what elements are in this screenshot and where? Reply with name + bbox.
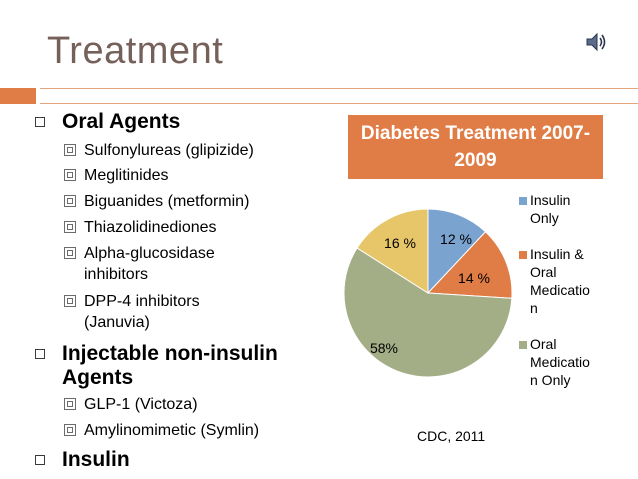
slice-data-label: 16 % [384,235,416,251]
title-rule [40,88,638,104]
slice-data-label: 58% [370,340,398,356]
pie-slice [426,231,513,299]
legend-label: n Only [530,372,570,388]
sub-bullet-icon [64,247,76,259]
legend-label: Medicatio [530,354,590,370]
bullet-injectable: Injectable non-insulin Agents [35,342,312,390]
legend-label: Insulin & [530,246,584,262]
sub-bullet-icon [64,424,76,436]
sub-bullet-item: Meglitinides [64,165,314,186]
slide-title: Treatment [47,30,224,72]
chart-title: Diabetes Treatment 2007-2009 [348,115,603,179]
sub-bullet-icon [64,195,76,207]
legend-label: Insulin [530,192,570,208]
legend-swatch [519,197,527,205]
bullet-list: Oral Agents Sulfonylureas (glipizide) Me… [35,110,314,472]
pie-slice [343,247,513,378]
slice-data-label: 12 % [440,231,472,247]
legend-swatch [519,341,527,349]
square-bullet-icon [35,117,45,127]
sub-bullet-item: Amylinomimetic (Symlin) [64,420,314,441]
sub-bullet-icon [64,398,76,410]
square-bullet-icon [35,455,45,465]
slice-data-label: 14 % [458,270,490,286]
sub-bullet-icon [64,221,76,233]
legend-label: Only [530,210,559,226]
sub-bullet-icon [64,169,76,181]
sub-bullet-icon [64,295,76,307]
bullet-insulin: Insulin [35,448,130,472]
legend-label: Oral [530,336,556,352]
sub-bullet-item: Biguanides (metformin) [64,191,314,212]
pie-slice [356,208,429,294]
title-accent-bar [0,88,36,104]
sub-bullet-icon [64,144,76,156]
sub-bullet-item: Sulfonylureas (glipizide) [64,140,314,161]
chart-source: CDC, 2011 [417,428,486,444]
sub-bullet-item: GLP-1 (Victoza) [64,394,314,415]
legend-label: Medicatio [530,282,590,298]
pie-slice [427,208,487,295]
pie-chart: 12 % 14 % 58% 16 % Insulin Only Insulin & Oral… [343,192,590,388]
legend-label: n [530,300,538,316]
bullet-oral-agents: Oral Agents [35,110,180,134]
sub-bullet-item: DPP-4 inhibitors (Januvia) [64,291,259,333]
speaker-icon[interactable] [584,30,608,54]
square-bullet-icon [35,349,45,359]
legend-swatch [519,251,527,259]
legend-label: Oral [530,264,556,280]
sub-bullet-item: Alpha-glucosidase inhibitors [64,243,259,285]
sub-bullet-item: Thiazolidinediones [64,217,314,238]
